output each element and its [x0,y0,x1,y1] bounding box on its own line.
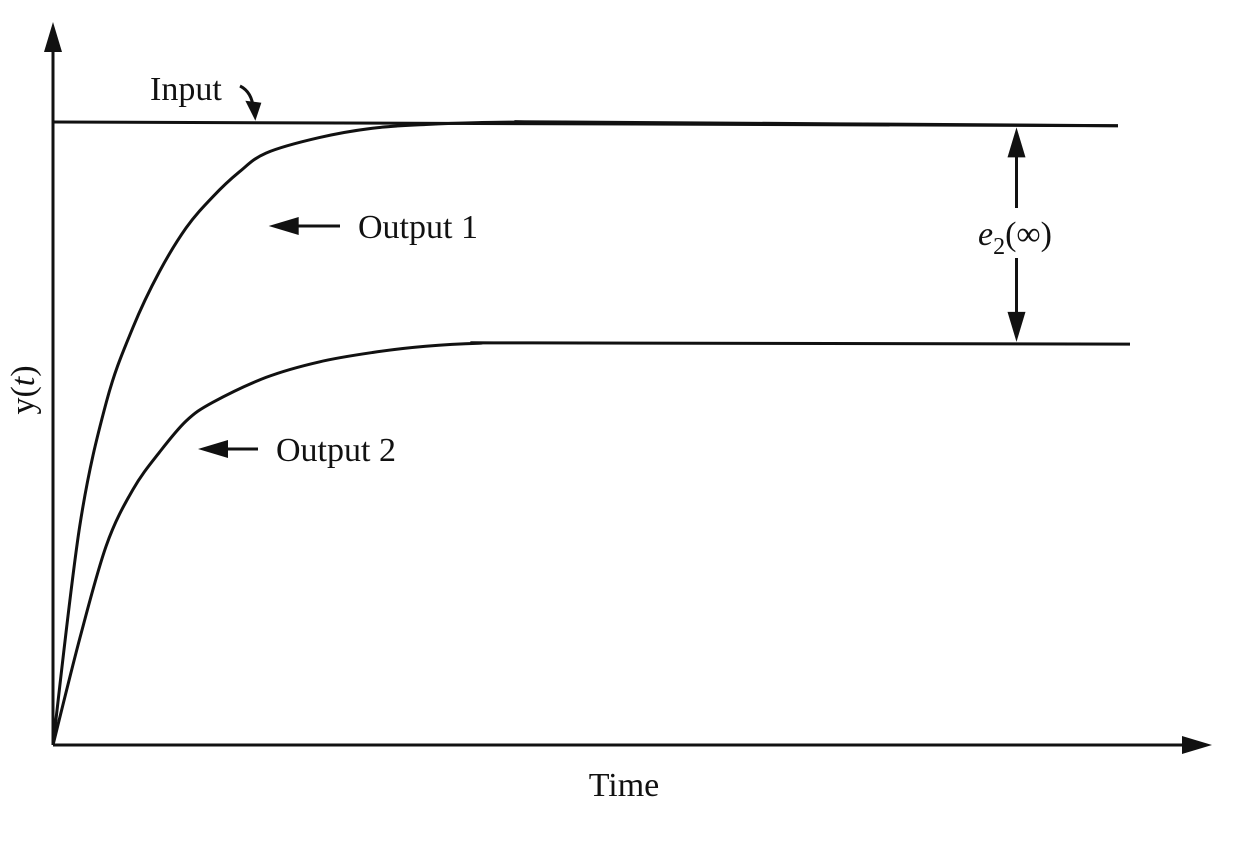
error-symbol: e [978,216,993,253]
series-label-input: Input [150,71,222,108]
y-axis-label-variable: t [5,375,42,386]
error-dimension-upper-arrowhead [1007,127,1026,158]
x-axis-arrowhead [1182,736,1212,754]
x-axis-label: Time [589,767,660,804]
series-output-1-line [51,120,1119,746]
pointer-input-arrowhead [245,100,262,121]
y-axis-label-suffix: ) [5,365,42,376]
pointer-output-2-arrowhead [198,440,228,458]
pointer-output-1-arrowhead [268,217,299,235]
series-label-output-1: Output 1 [358,209,478,246]
steady-state-error-label: e2(∞) [978,216,1052,260]
series-output-2-line [51,341,1131,746]
y-axis-arrowhead [44,22,62,52]
error-argument: (∞) [1005,216,1052,253]
error-subscript: 2 [993,234,1005,260]
series-label-output-2: Output 2 [276,432,396,469]
y-axis-label-prefix: y( [5,386,42,414]
error-dimension-lower-arrowhead [1007,311,1026,342]
y-axis-label: y(t) [5,365,42,414]
